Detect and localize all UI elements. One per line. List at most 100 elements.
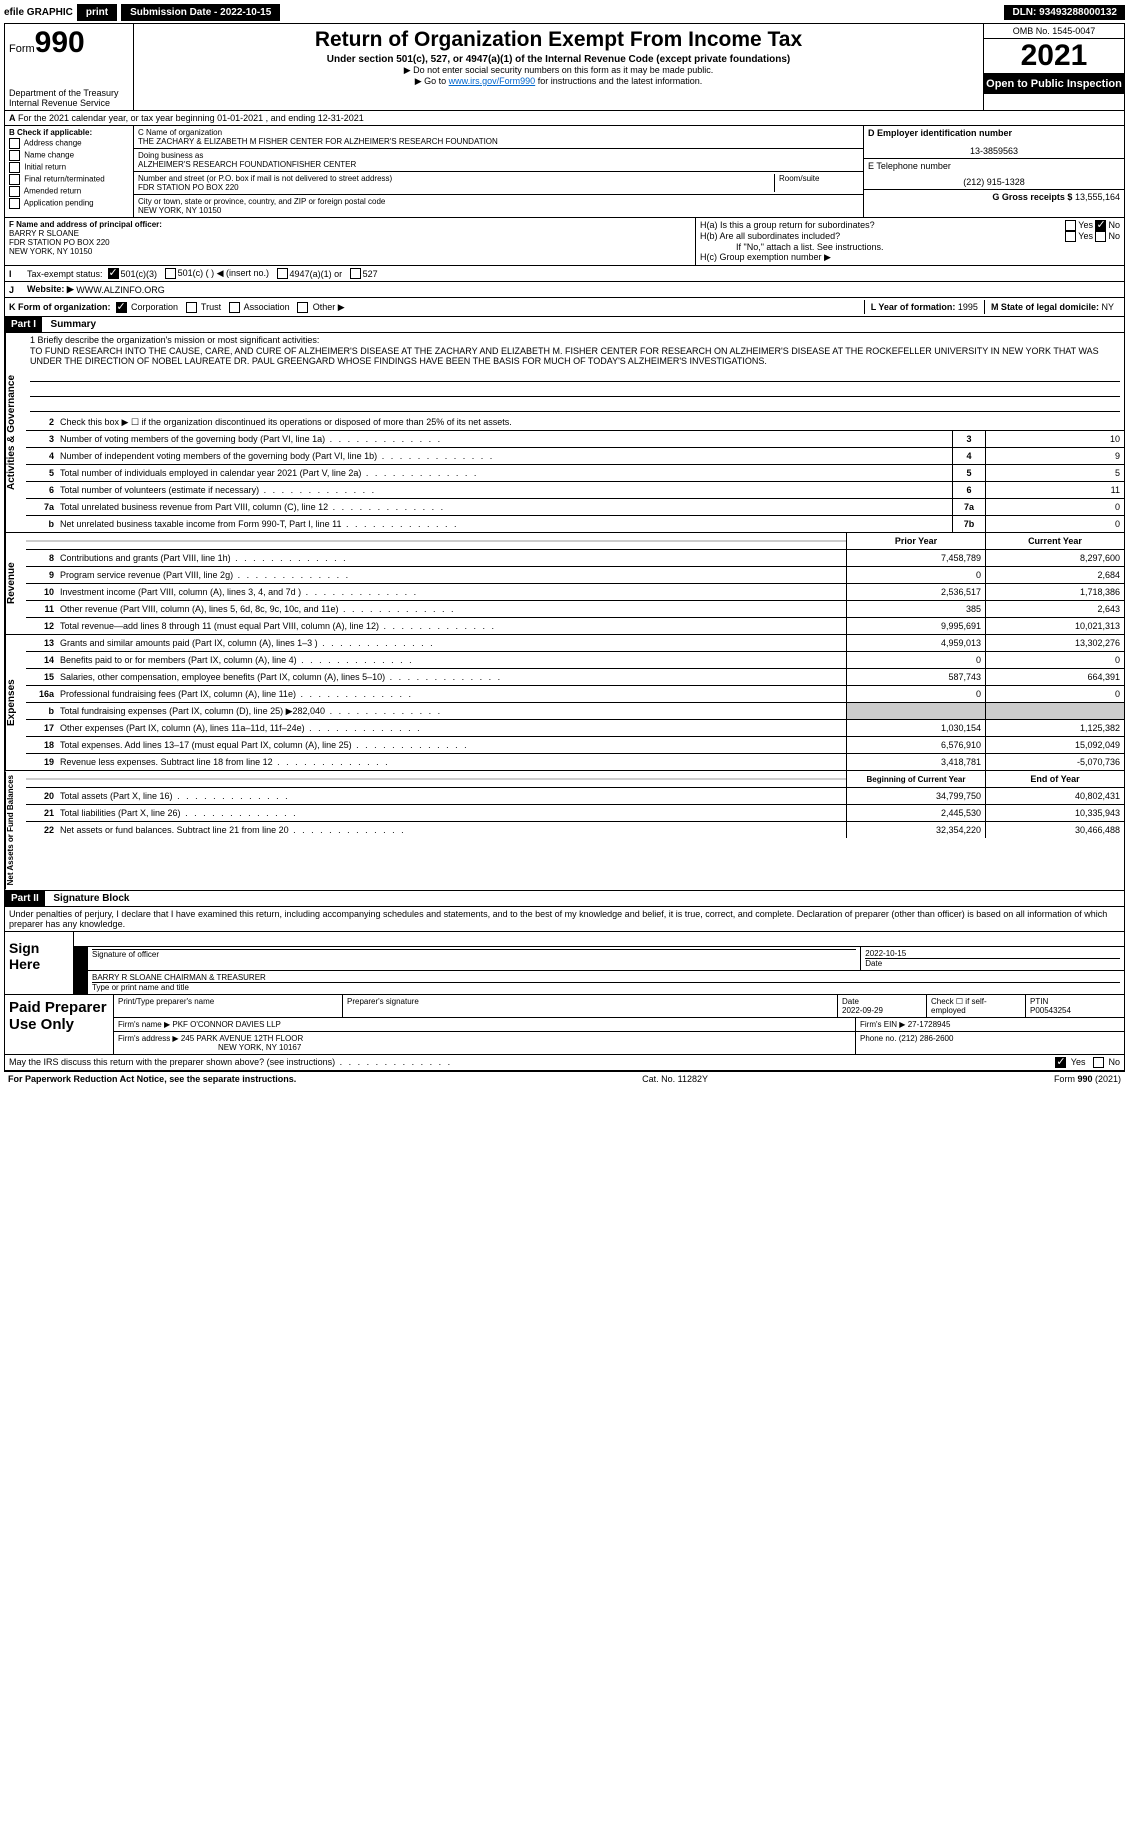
line-num: 11 bbox=[26, 603, 58, 615]
line-text: Total unrelated business revenue from Pa… bbox=[58, 501, 952, 513]
501c-chk[interactable] bbox=[165, 268, 176, 279]
col-deg: D Employer identification number 13-3859… bbox=[863, 126, 1124, 217]
rev-hdr-text bbox=[58, 540, 846, 542]
hb-note: If "No," attach a list. See instructions… bbox=[700, 242, 1120, 252]
table-row: 15Salaries, other compensation, employee… bbox=[26, 669, 1124, 686]
trust-chk[interactable] bbox=[186, 302, 197, 313]
table-row: 20Total assets (Part X, line 16)34,799,7… bbox=[26, 788, 1124, 805]
ha-answer: Yes No bbox=[1065, 220, 1120, 231]
website-value: WWW.ALZINFO.ORG bbox=[76, 285, 165, 295]
line-num: 3 bbox=[26, 433, 58, 445]
row-j: J Website: ▶ WWW.ALZINFO.ORG bbox=[5, 282, 1124, 298]
table-row: bTotal fundraising expenses (Part IX, co… bbox=[26, 703, 1124, 720]
sidebar-revenue: Revenue bbox=[5, 533, 26, 634]
form-num: 990 bbox=[35, 26, 85, 59]
other-chk[interactable] bbox=[297, 302, 308, 313]
mission-blank3 bbox=[30, 397, 1120, 412]
gross-row: G Gross receipts $ 13,555,164 bbox=[864, 190, 1124, 204]
irs-link[interactable]: www.irs.gov/Form990 bbox=[449, 76, 536, 86]
submission-date-button[interactable]: Submission Date - 2022-10-15 bbox=[121, 4, 280, 21]
corp-chk[interactable] bbox=[116, 302, 127, 313]
ha-yes-chk[interactable] bbox=[1065, 220, 1076, 231]
discuss-answer: Yes No bbox=[1055, 1057, 1120, 1068]
rev-header-row: Prior Year Current Year bbox=[26, 533, 1124, 550]
col-h: H(a) Is this a group return for subordin… bbox=[696, 218, 1124, 265]
prior-value: 2,536,517 bbox=[846, 584, 985, 600]
line-num: 5 bbox=[26, 467, 58, 479]
efile-label: efile GRAPHIC bbox=[4, 7, 73, 18]
checkbox[interactable] bbox=[9, 198, 20, 209]
opt-527: 527 bbox=[363, 269, 378, 279]
line-num: 14 bbox=[26, 654, 58, 666]
assoc-chk[interactable] bbox=[229, 302, 240, 313]
checkbox[interactable] bbox=[9, 162, 20, 173]
table-row: 7aTotal unrelated business revenue from … bbox=[26, 499, 1124, 516]
line-box: 6 bbox=[952, 482, 985, 498]
firm-addr2: NEW YORK, NY 10167 bbox=[118, 1043, 851, 1052]
hb-yes-chk[interactable] bbox=[1065, 231, 1076, 242]
sig-officer-row: Signature of officer 2022-10-15 Date bbox=[74, 947, 1124, 971]
sign-body: Signature of officer 2022-10-15 Date BAR… bbox=[74, 932, 1124, 994]
preparer-label: Paid Preparer Use Only bbox=[5, 995, 113, 1054]
ha-label: H(a) Is this a group return for subordin… bbox=[700, 220, 875, 231]
table-row: 10Investment income (Part VIII, column (… bbox=[26, 584, 1124, 601]
phone-label: E Telephone number bbox=[868, 161, 1120, 171]
net-header-row: Beginning of Current Year End of Year bbox=[26, 771, 1124, 788]
mission-text: TO FUND RESEARCH INTO THE CAUSE, CARE, A… bbox=[30, 345, 1120, 367]
prior-value: 7,458,789 bbox=[846, 550, 985, 566]
line-box: 3 bbox=[952, 431, 985, 447]
part2-header: Part II bbox=[5, 891, 45, 906]
hb-label: H(b) Are all subordinates included? bbox=[700, 231, 840, 242]
note-link: ▶ Go to www.irs.gov/Form990 for instruct… bbox=[138, 76, 979, 87]
rev-hdr-num bbox=[26, 540, 58, 542]
opt-501c3: 501(c)(3) bbox=[121, 269, 158, 279]
line-num: 15 bbox=[26, 671, 58, 683]
checkbox[interactable] bbox=[9, 138, 20, 149]
line-num: b bbox=[26, 518, 58, 530]
addr-label: Number and street (or P.O. box if mail i… bbox=[138, 174, 774, 183]
current-value: 8,297,600 bbox=[985, 550, 1124, 566]
checkbox[interactable] bbox=[9, 150, 20, 161]
discuss-no-chk[interactable] bbox=[1093, 1057, 1104, 1068]
arrow-icon bbox=[74, 947, 88, 970]
colb-item: Name change bbox=[9, 150, 129, 161]
line-text: Other expenses (Part IX, column (A), lin… bbox=[58, 722, 846, 734]
form-prefix: Form bbox=[9, 43, 35, 55]
ein-value: 13-3859563 bbox=[868, 138, 1120, 156]
colb-item: Initial return bbox=[9, 162, 129, 173]
sign-here-label: Sign Here bbox=[5, 932, 74, 994]
table-row: 4Number of independent voting members of… bbox=[26, 448, 1124, 465]
line-text: Professional fundraising fees (Part IX, … bbox=[58, 688, 846, 700]
dba-row: Doing business as ALZHEIMER'S RESEARCH F… bbox=[134, 149, 863, 172]
col-b: B Check if applicable: Address change Na… bbox=[5, 126, 134, 217]
phone-label2: Phone no. bbox=[860, 1034, 896, 1043]
part2-title: Signature Block bbox=[47, 891, 135, 906]
line-num: 6 bbox=[26, 484, 58, 496]
preparer-section: Paid Preparer Use Only Print/Type prepar… bbox=[5, 995, 1124, 1054]
checkbox[interactable] bbox=[9, 174, 20, 185]
current-value: 1,718,386 bbox=[985, 584, 1124, 600]
527-chk[interactable] bbox=[350, 268, 361, 279]
col-lm: L Year of formation: 1995 M State of leg… bbox=[864, 300, 1120, 314]
discuss-yes-chk[interactable] bbox=[1055, 1057, 1066, 1068]
phone-value: (212) 915-1328 bbox=[868, 171, 1120, 187]
table-row: 12Total revenue—add lines 8 through 11 (… bbox=[26, 618, 1124, 634]
line-2: 2 Check this box ▶ ☐ if the organization… bbox=[26, 414, 1124, 431]
line-value: 0 bbox=[985, 499, 1124, 515]
print-button[interactable]: print bbox=[77, 4, 117, 21]
checkbox[interactable] bbox=[9, 186, 20, 197]
irs-label: Internal Revenue Service bbox=[9, 98, 129, 108]
4947-chk[interactable] bbox=[277, 268, 288, 279]
sig-name-value: BARRY R SLOANE CHAIRMAN & TREASURER bbox=[92, 973, 1120, 982]
header-left: Form990 Department of the Treasury Inter… bbox=[5, 24, 134, 110]
footer: For Paperwork Reduction Act Notice, see … bbox=[4, 1071, 1125, 1086]
row-a-text: For the 2021 calendar year, or tax year … bbox=[18, 113, 364, 123]
hb-no-chk[interactable] bbox=[1095, 231, 1106, 242]
ha-no-chk[interactable] bbox=[1095, 220, 1106, 231]
opt-501c: 501(c) ( ) ◀ (insert no.) bbox=[178, 268, 269, 279]
line-text: Total number of volunteers (estimate if … bbox=[58, 484, 952, 496]
table-row: 19Revenue less expenses. Subtract line 1… bbox=[26, 754, 1124, 770]
prep-date-value: 2022-09-29 bbox=[842, 1006, 922, 1015]
501c3-chk[interactable] bbox=[108, 268, 119, 279]
prior-value: 9,995,691 bbox=[846, 618, 985, 634]
